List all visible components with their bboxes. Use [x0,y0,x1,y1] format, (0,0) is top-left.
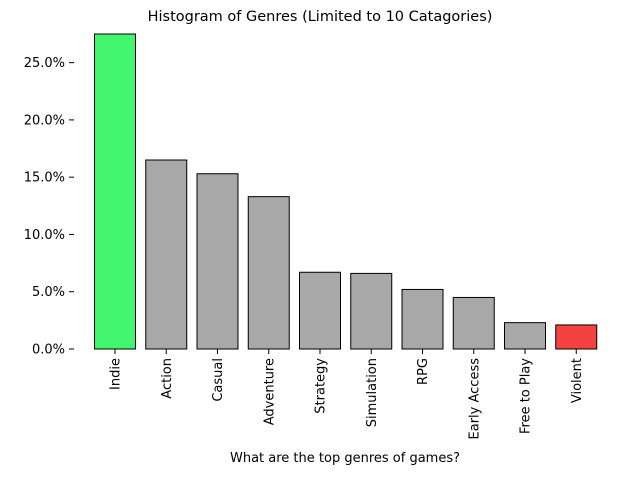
y-tick-label: 15.0% [24,171,65,186]
bar-indie [94,33,136,350]
chart-title: Histogram of Genres (Limited to 10 Catag… [148,9,493,25]
x-axis: Indie Action Casual Adventure Strategy Simula… [109,349,585,439]
y-tick-label: 10.0% [24,228,65,243]
bar-rpg [401,288,444,350]
bar-casual [196,173,239,350]
x-tick-label-action: Action [160,358,175,399]
x-tick-label-early-access: Early Access [467,358,482,440]
x-tick-label-rpg: RPG [416,358,431,385]
bar-early-access [452,296,495,350]
bar-violent [555,324,598,350]
bar-free-to-play [504,322,546,350]
x-axis-label: What are the top genres of games? [230,451,460,466]
x-tick-label-violent: Violent [570,358,585,403]
y-tick-label: 5.0% [32,285,65,300]
x-tick-label-strategy: Strategy [314,358,329,414]
bar-adventure [247,196,290,350]
bars-group [94,33,598,350]
bar-simulation [350,272,393,350]
x-tick-label-indie: Indie [109,358,124,390]
x-tick-label-free-to-play: Free to Play [519,358,534,434]
x-tick-label-simulation: Simulation [365,358,380,427]
y-tick-label: 0.0% [32,343,65,358]
x-tick-label-adventure: Adventure [262,358,277,425]
y-tick-label: 25.0% [24,56,65,71]
y-axis: 0.0% 5.0% 10.0% 15.0% 20.0% 25.0% [24,56,74,358]
bar-action [145,159,188,350]
x-tick-label-casual: Casual [211,358,226,402]
y-tick-label: 20.0% [24,113,65,128]
bar-strategy [299,271,341,350]
